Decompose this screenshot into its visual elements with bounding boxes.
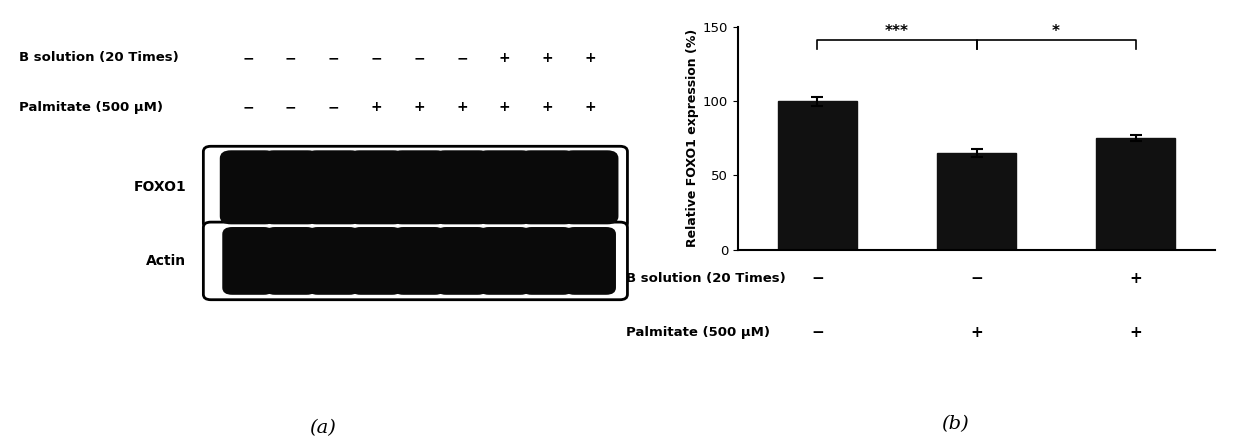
Text: −: − xyxy=(413,51,425,65)
Text: ***: *** xyxy=(885,25,909,39)
Bar xyxy=(1096,138,1176,250)
FancyBboxPatch shape xyxy=(436,227,487,295)
Text: −: − xyxy=(371,51,382,65)
FancyBboxPatch shape xyxy=(564,227,616,295)
Text: −: − xyxy=(242,100,254,114)
FancyBboxPatch shape xyxy=(351,227,402,295)
Text: −: − xyxy=(285,100,296,114)
FancyBboxPatch shape xyxy=(562,150,619,224)
Text: −: − xyxy=(811,325,823,340)
FancyBboxPatch shape xyxy=(393,227,445,295)
Text: +: + xyxy=(584,51,596,65)
Text: B solution (20 Times): B solution (20 Times) xyxy=(626,272,786,285)
Text: −: − xyxy=(242,51,254,65)
FancyBboxPatch shape xyxy=(263,150,319,224)
Text: +: + xyxy=(498,51,511,65)
FancyBboxPatch shape xyxy=(391,150,448,224)
Text: +: + xyxy=(584,100,596,114)
FancyBboxPatch shape xyxy=(522,227,573,295)
FancyBboxPatch shape xyxy=(520,150,575,224)
Text: +: + xyxy=(371,100,382,114)
Text: −: − xyxy=(970,271,983,286)
FancyBboxPatch shape xyxy=(219,150,277,224)
FancyBboxPatch shape xyxy=(203,146,627,228)
Text: +: + xyxy=(1130,325,1142,340)
FancyBboxPatch shape xyxy=(308,227,360,295)
FancyBboxPatch shape xyxy=(476,150,533,224)
FancyBboxPatch shape xyxy=(305,150,362,224)
Text: *: * xyxy=(1052,25,1060,39)
Text: Palmitate (500 μM): Palmitate (500 μM) xyxy=(626,326,770,339)
Bar xyxy=(777,101,857,250)
FancyBboxPatch shape xyxy=(222,227,274,295)
Text: −: − xyxy=(811,271,823,286)
FancyBboxPatch shape xyxy=(348,150,404,224)
Text: −: − xyxy=(456,51,467,65)
Text: +: + xyxy=(498,100,511,114)
Text: −: − xyxy=(327,51,340,65)
Text: +: + xyxy=(970,325,983,340)
Y-axis label: Relative FOXO1 expression (%): Relative FOXO1 expression (%) xyxy=(686,29,698,248)
Text: FOXO1: FOXO1 xyxy=(133,180,186,194)
Text: +: + xyxy=(542,100,553,114)
Text: Palmitate (500 μM): Palmitate (500 μM) xyxy=(19,100,162,114)
FancyBboxPatch shape xyxy=(203,222,627,300)
Text: Actin: Actin xyxy=(146,254,186,268)
FancyBboxPatch shape xyxy=(434,150,490,224)
Text: +: + xyxy=(456,100,467,114)
Text: B solution (20 Times): B solution (20 Times) xyxy=(19,51,179,65)
FancyBboxPatch shape xyxy=(479,227,531,295)
Text: (b): (b) xyxy=(941,415,968,433)
Text: −: − xyxy=(285,51,296,65)
Text: +: + xyxy=(1130,271,1142,286)
Text: +: + xyxy=(542,51,553,65)
FancyBboxPatch shape xyxy=(265,227,316,295)
Text: −: − xyxy=(327,100,340,114)
Text: +: + xyxy=(413,100,425,114)
Bar xyxy=(936,153,1017,250)
Text: (a): (a) xyxy=(309,419,336,437)
